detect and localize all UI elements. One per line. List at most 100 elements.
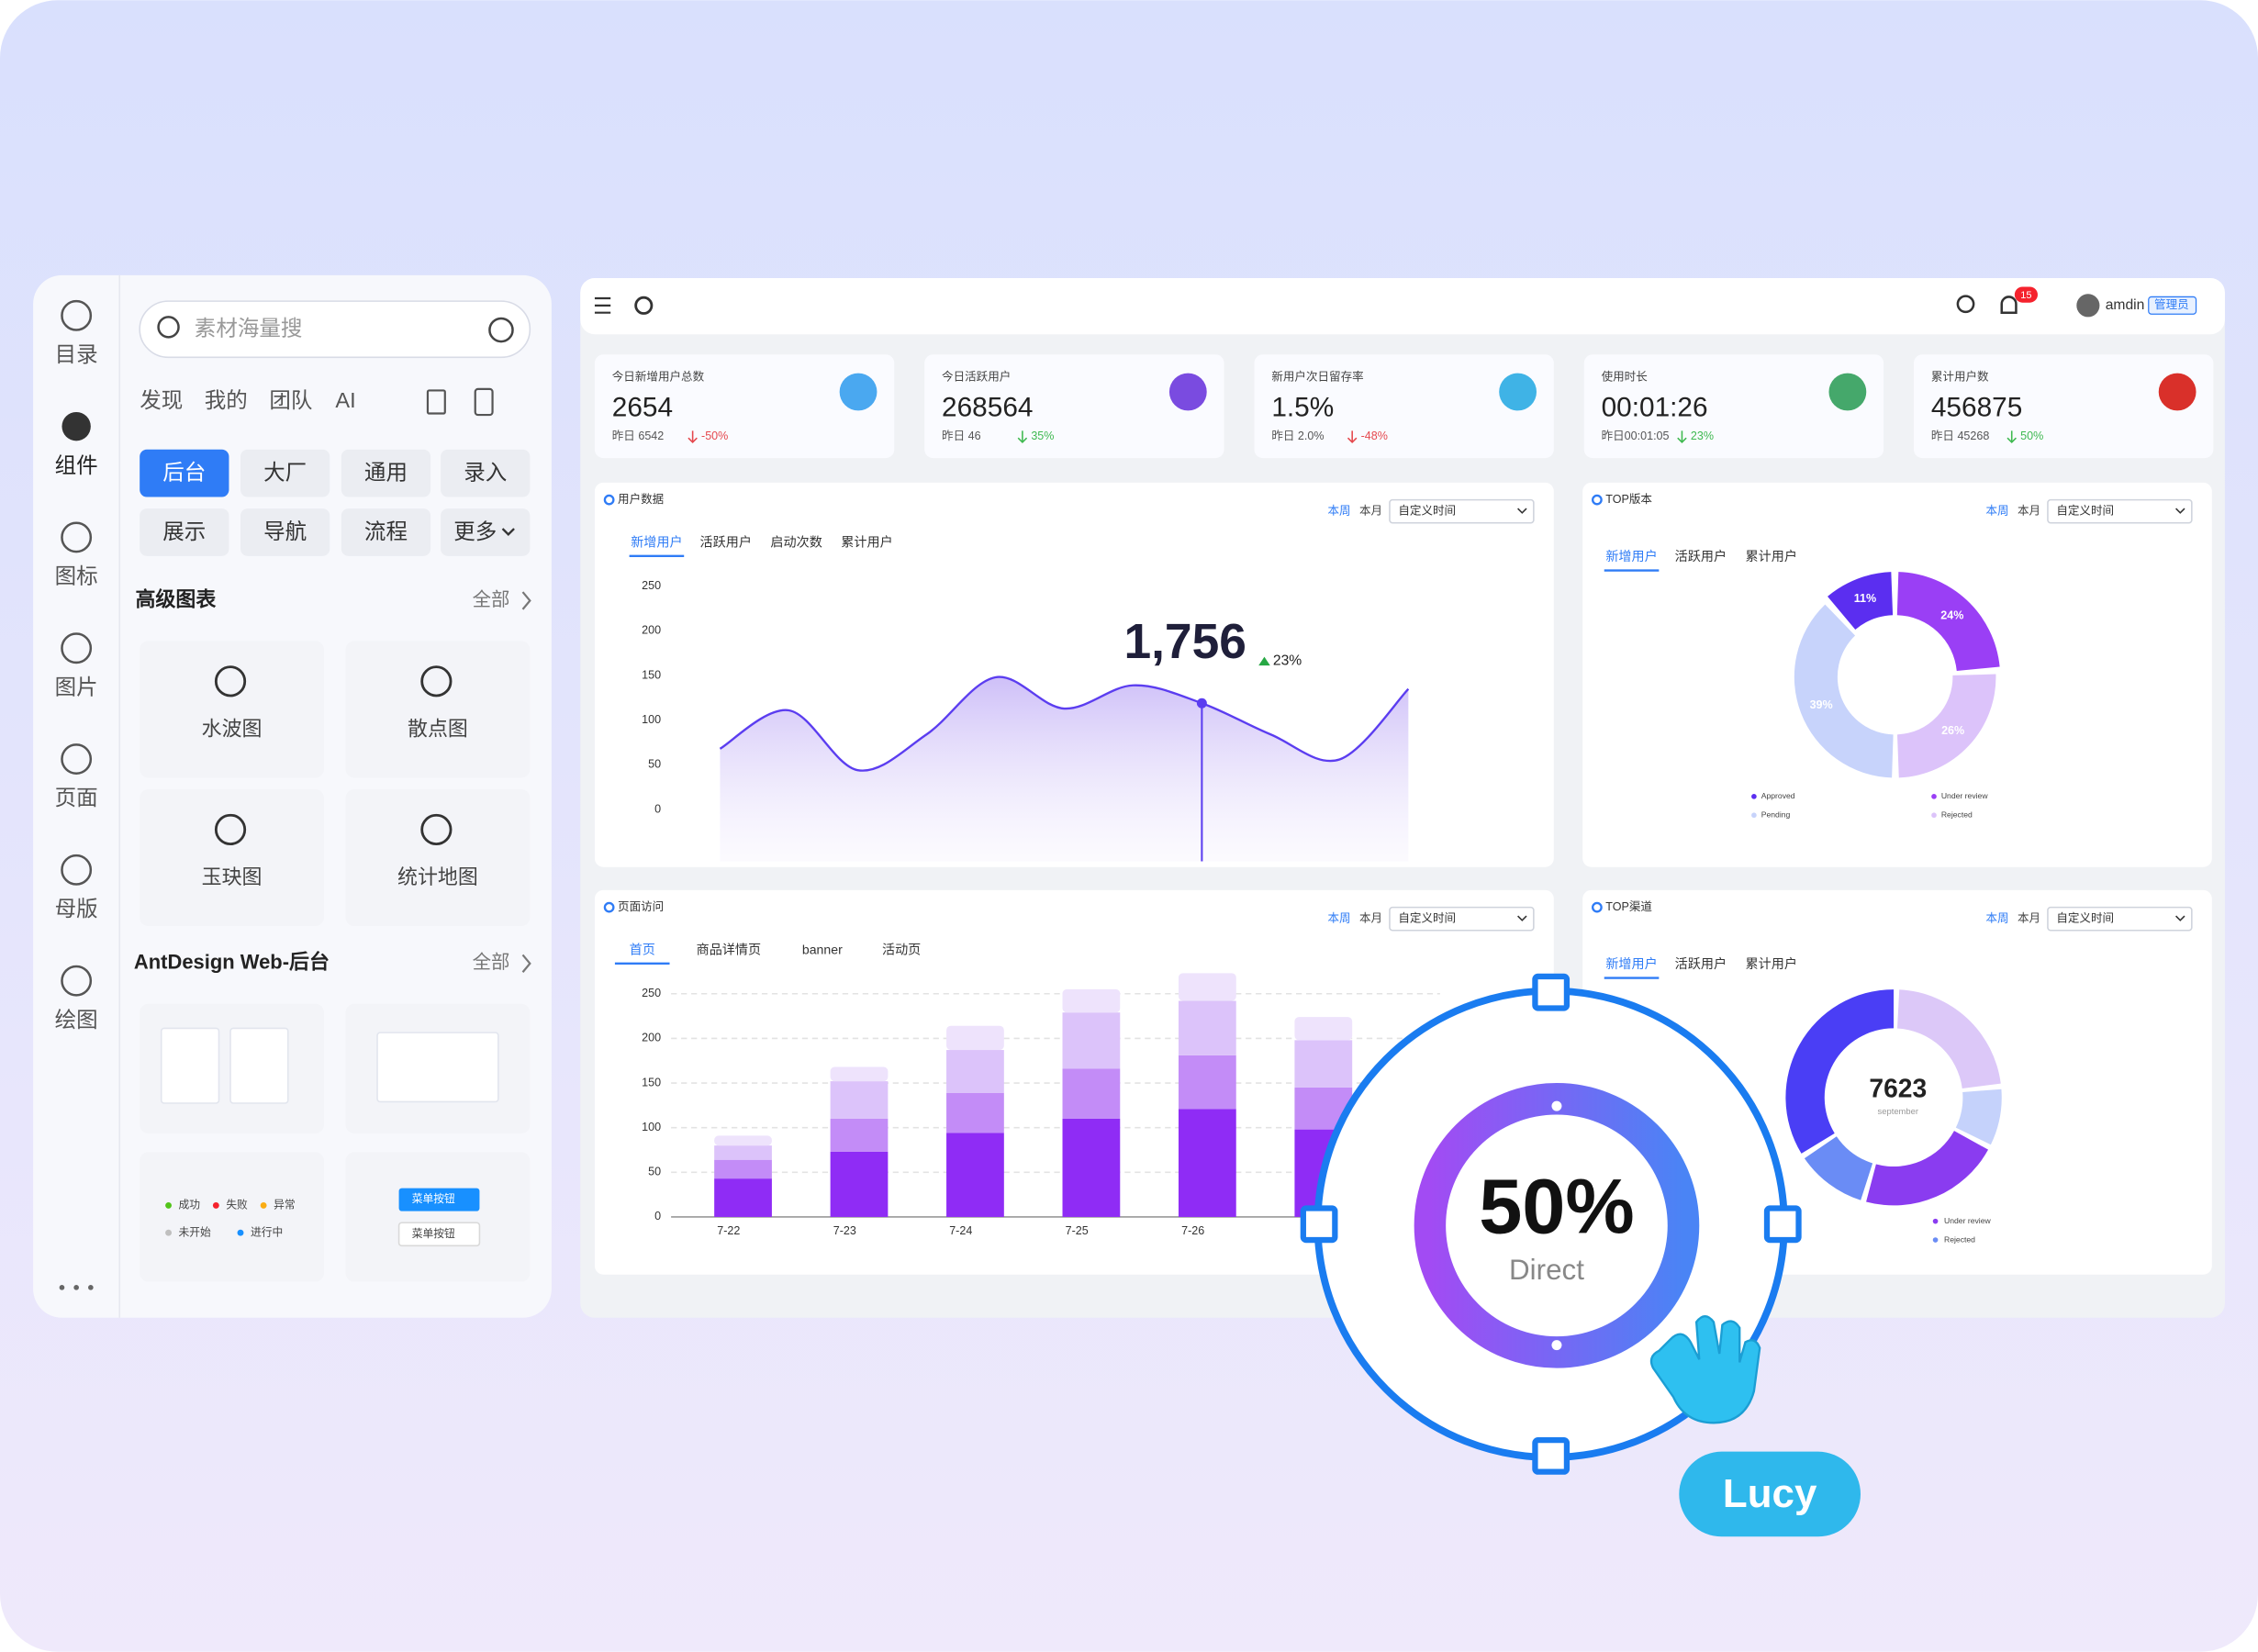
chip-label[interactable]: 导航	[263, 519, 307, 543]
nav-icon[interactable]	[61, 632, 93, 664]
date-select[interactable]	[1389, 498, 1535, 524]
avatar[interactable]	[2076, 294, 2100, 318]
card-tab[interactable]: 启动次数	[770, 534, 822, 549]
history-icon[interactable]	[488, 317, 514, 343]
resize-handle[interactable]	[1300, 1205, 1338, 1244]
card-tab[interactable]: 累计用户	[841, 534, 892, 549]
chip[interactable]	[240, 449, 330, 497]
card-tab[interactable]: banner	[802, 942, 843, 956]
card-tab[interactable]: 新增用户	[1605, 549, 1657, 564]
range-tab[interactable]: 本月	[2018, 912, 2040, 925]
nav-icon[interactable]	[61, 743, 93, 775]
nav-label[interactable]: 页面	[55, 786, 98, 809]
component-card[interactable]	[345, 788, 531, 927]
range-tab[interactable]: 本月	[2018, 505, 2040, 518]
select-label[interactable]: 自定义时间	[2056, 505, 2114, 518]
card	[1582, 482, 2212, 867]
select-label[interactable]: 自定义时间	[2056, 912, 2114, 925]
nav-icon[interactable]	[61, 965, 93, 997]
panel-tab[interactable]: 团队	[269, 388, 312, 412]
panel-tab[interactable]: 发现	[140, 388, 183, 412]
range-tab[interactable]: 本月	[1359, 912, 1382, 925]
chip[interactable]	[140, 449, 229, 497]
card-tab[interactable]: 活跃用户	[699, 534, 751, 549]
range-tab[interactable]: 本月	[1359, 505, 1382, 518]
bar-segment	[830, 1081, 889, 1119]
menu-button-label[interactable]: 菜单按钮	[412, 1192, 455, 1205]
chevron	[1517, 915, 1527, 921]
resize-handle[interactable]	[1532, 1436, 1571, 1475]
card-tab[interactable]: 活跃用户	[1675, 549, 1727, 564]
chip[interactable]	[240, 508, 330, 556]
resize-handle[interactable]	[1763, 1205, 1802, 1244]
range-tab[interactable]: 本周	[1328, 912, 1351, 925]
chip-label[interactable]: 后台	[162, 461, 206, 485]
panel-tab[interactable]: AI	[335, 388, 355, 412]
range-tab[interactable]: 本周	[1328, 505, 1351, 518]
see-all[interactable]: 全部	[473, 952, 510, 973]
card-tab[interactable]: 活跃用户	[1675, 956, 1727, 971]
chip[interactable]	[441, 449, 531, 497]
nav-label[interactable]: 绘图	[55, 1008, 98, 1032]
component-label[interactable]: 水波图	[202, 717, 263, 740]
component-label[interactable]: 散点图	[408, 717, 468, 740]
menu-button-label[interactable]: 菜单按钮	[412, 1227, 455, 1240]
chip-label[interactable]: 通用	[364, 461, 408, 485]
card-tab[interactable]: 新增用户	[631, 534, 682, 549]
nav-label[interactable]: 图片	[55, 675, 98, 698]
chip-label[interactable]: 录入	[464, 461, 507, 485]
range-tab[interactable]: 本周	[1985, 912, 2008, 925]
resize-handle[interactable]	[1532, 973, 1571, 1011]
donut-segment	[1866, 1131, 1989, 1206]
date-select[interactable]	[1389, 906, 1535, 932]
chip-label[interactable]: 大厂	[263, 461, 307, 485]
nav-icon[interactable]	[61, 411, 91, 441]
chip-label[interactable]: 展示	[162, 519, 206, 543]
date-select[interactable]	[2047, 498, 2193, 524]
range-tab[interactable]: 本周	[1985, 505, 2008, 518]
nav-icon[interactable]	[61, 521, 93, 553]
component-label[interactable]: 统计地图	[397, 865, 478, 888]
chip-label[interactable]: 更多	[453, 519, 497, 543]
component-label[interactable]: 玉玦图	[202, 865, 263, 888]
card-tab[interactable]: 新增用户	[1605, 956, 1657, 971]
component-card[interactable]	[345, 641, 531, 778]
search-placeholder[interactable]: 素材海量搜	[195, 317, 303, 340]
bookmark-icon[interactable]	[426, 389, 446, 415]
template-card[interactable]	[140, 1152, 324, 1282]
y-tick-label: 50	[648, 1166, 661, 1178]
card-tab[interactable]: 活动页	[882, 942, 921, 956]
chip[interactable]	[341, 449, 431, 497]
nav-icon[interactable]	[61, 299, 93, 331]
nav-label[interactable]: 目录	[55, 342, 98, 366]
card-tab[interactable]: 商品详情页	[697, 942, 762, 956]
panel-tab[interactable]: 我的	[205, 388, 248, 412]
nav-label[interactable]: 母版	[55, 897, 98, 921]
select-label[interactable]: 自定义时间	[1398, 505, 1456, 518]
chip[interactable]	[341, 508, 431, 556]
component-card[interactable]	[140, 788, 324, 927]
nav-icon[interactable]	[61, 854, 93, 886]
chip[interactable]	[140, 508, 229, 556]
device-icon[interactable]	[474, 387, 494, 417]
stat-sub: 昨日 6542	[612, 430, 665, 442]
user-name[interactable]: amdin	[2106, 297, 2145, 313]
nav-label[interactable]: 图标	[55, 564, 98, 588]
template-card[interactable]	[345, 1152, 531, 1282]
menu-button[interactable]	[398, 1188, 480, 1211]
chip[interactable]	[441, 508, 531, 556]
menu-button[interactable]	[397, 1222, 481, 1247]
select-label[interactable]: 自定义时间	[1398, 912, 1456, 925]
date-select[interactable]	[2047, 906, 2193, 932]
search-box[interactable]	[139, 300, 531, 359]
component-card[interactable]	[140, 641, 324, 778]
card-tab[interactable]: 累计用户	[1746, 549, 1797, 564]
nav-label[interactable]: 组件	[55, 453, 98, 477]
chip-label[interactable]: 流程	[364, 519, 408, 543]
card-tab[interactable]: 首页	[630, 942, 655, 956]
y-tick-label: 150	[642, 1076, 661, 1088]
y-tick-label: 150	[642, 668, 661, 681]
role-label: 管理员	[2154, 298, 2189, 311]
card-tab[interactable]: 累计用户	[1746, 956, 1797, 971]
see-all[interactable]: 全部	[473, 589, 510, 610]
